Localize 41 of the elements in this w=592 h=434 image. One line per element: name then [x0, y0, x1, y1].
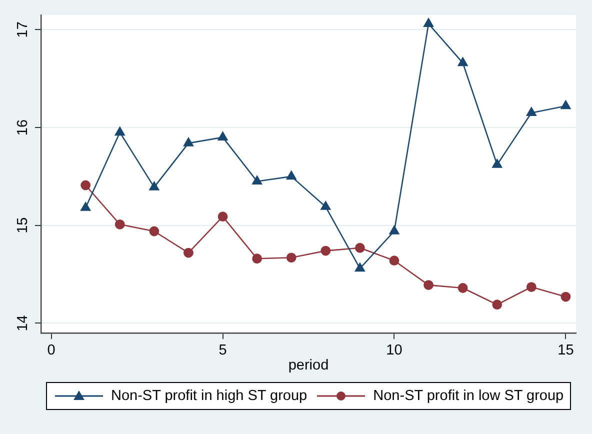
point [492, 159, 502, 168]
point [286, 252, 296, 263]
point [424, 280, 434, 290]
point [320, 201, 331, 210]
point [492, 300, 502, 310]
x-tick-label: 0 [47, 342, 56, 359]
legend-label: Non-ST profit in low ST group [373, 388, 564, 404]
point [149, 182, 160, 190]
y-tick-label: 15 [15, 217, 31, 234]
point [252, 176, 262, 184]
point [526, 282, 536, 292]
point [560, 292, 571, 302]
x-tick-label: 5 [218, 342, 227, 359]
x-tick-label: 15 [558, 342, 574, 359]
legend-label: Non-ST profit in high ST group [111, 388, 308, 404]
point [252, 254, 262, 264]
point [286, 170, 296, 180]
x-tick-label: 10 [386, 342, 402, 359]
y-tick-label: 16 [15, 119, 31, 136]
y-tick-label: 14 [15, 315, 31, 332]
point [114, 219, 125, 230]
point [114, 126, 125, 136]
point [458, 57, 468, 66]
point [184, 248, 194, 258]
point [560, 100, 571, 110]
point [389, 256, 400, 266]
x-axis-title: period [288, 357, 329, 374]
point [80, 202, 91, 211]
point [389, 226, 400, 234]
point [354, 262, 365, 272]
y-tick-label: 17 [15, 22, 31, 38]
point [320, 246, 331, 256]
point [424, 18, 434, 27]
point [183, 138, 194, 146]
point [458, 283, 468, 293]
point [149, 226, 160, 236]
point [526, 107, 536, 116]
point [218, 212, 228, 222]
point [354, 242, 365, 253]
point [218, 132, 228, 140]
point [80, 180, 91, 190]
